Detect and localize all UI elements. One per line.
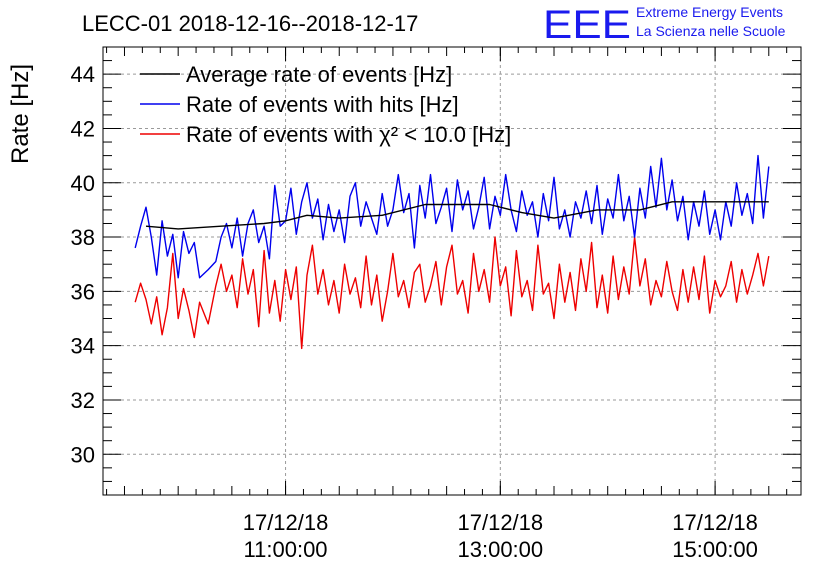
- y-tick-label: 38: [71, 225, 95, 250]
- legend-label: Rate of events with χ² < 10.0 [Hz]: [186, 122, 511, 147]
- legend-label: Average rate of events [Hz]: [186, 62, 452, 87]
- eee-logo-line1: Extreme Energy Events: [636, 4, 783, 20]
- series-line-2: [134, 236, 770, 350]
- y-tick-label: 36: [71, 279, 95, 304]
- y-tick-label: 30: [71, 442, 95, 467]
- x-tick-date-label: 17/12/18: [458, 510, 544, 535]
- grid-lines: [103, 47, 801, 495]
- legend-label: Rate of events with hits [Hz]: [186, 92, 459, 117]
- eee-logo: EEE Extreme Energy Events La Scienza nel…: [543, 3, 786, 47]
- x-axis-ticks: 17/12/1811:00:0017/12/1813:00:0017/12/18…: [106, 47, 788, 562]
- x-tick-time-label: 11:00:00: [244, 537, 328, 562]
- y-axis-label: Rate [Hz]: [7, 64, 34, 164]
- y-tick-label: 44: [71, 62, 95, 87]
- eee-logo-mark: EEE: [543, 3, 631, 47]
- plot-frame: [102, 46, 802, 496]
- y-tick-label: 42: [71, 116, 95, 141]
- x-tick-time-label: 13:00:00: [458, 537, 544, 562]
- x-tick-date-label: 17/12/18: [672, 510, 758, 535]
- eee-logo-line2: La Scienza nelle Scuole: [636, 23, 786, 39]
- y-tick-label: 34: [71, 334, 95, 359]
- legend: Average rate of events [Hz] Rate of event…: [140, 62, 511, 147]
- series-line-0: [145, 201, 769, 230]
- series-line-1: [134, 154, 770, 279]
- x-tick-date-label: 17/12/18: [243, 510, 329, 535]
- series-lines: [134, 154, 770, 350]
- chart-title: LECC-01 2018-12-16--2018-12-17: [82, 11, 418, 36]
- y-tick-label: 32: [71, 388, 95, 413]
- x-tick-time-label: 15:00:00: [672, 537, 758, 562]
- y-tick-label: 40: [71, 171, 95, 196]
- y-axis-ticks: 30 32 34 36 38 40 42 44: [71, 46, 801, 496]
